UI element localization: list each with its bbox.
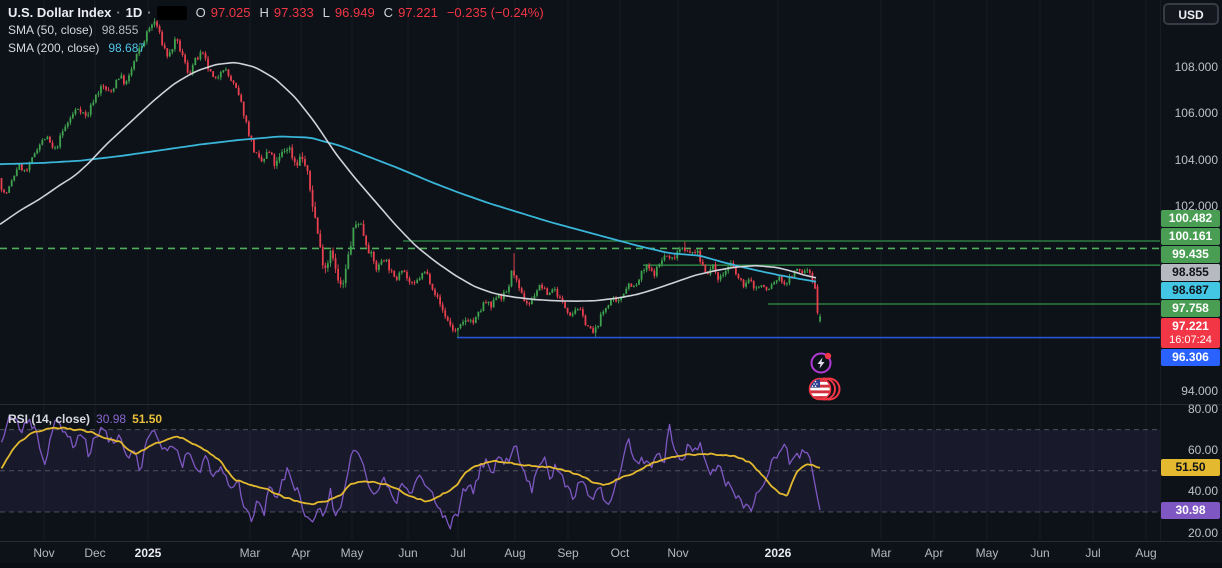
sma200-line[interactable] <box>0 135 817 283</box>
price-change: −0.235 (−0.24%) <box>446 5 544 20</box>
rsi-ma-value: 51.50 <box>132 412 163 426</box>
close-value: 97.221 <box>398 5 438 20</box>
sma50-label: SMA (50, close) <box>8 23 93 37</box>
price-tick: 104.000 <box>1174 152 1218 167</box>
x-axis-month-label: Sep <box>557 546 579 560</box>
separator-dot: · <box>116 5 121 20</box>
sma200-label: SMA (200, close) <box>8 41 100 55</box>
lightning-event-icon[interactable] <box>810 352 832 374</box>
high-label: H <box>259 5 269 20</box>
rsi-line[interactable] <box>0 415 821 530</box>
rsi-ma-line[interactable] <box>0 426 821 506</box>
x-axis-month-label: Nov <box>33 546 55 560</box>
rsi-tick: 60.00 <box>1187 443 1218 458</box>
high-value: 97.333 <box>273 5 314 20</box>
x-axis-month-label: Jun <box>398 546 418 560</box>
open-label: O <box>195 5 206 20</box>
rsi-value-label: 30.98 <box>1161 501 1220 519</box>
x-axis-year-label: 2025 <box>134 546 162 560</box>
time-axis[interactable]: Nov Dec 2025 Mar Apr May Jun Jul Aug Sep Oct Nov 202… <box>0 541 1222 568</box>
bottom-edge-strip <box>0 563 1222 568</box>
price-level-label: 99.435 <box>1161 246 1220 264</box>
price-tick: 106.000 <box>1174 106 1218 121</box>
price-tick: 108.000 <box>1174 60 1218 74</box>
price-level-label: 96.306 <box>1161 349 1220 367</box>
rsi-tick: 40.00 <box>1187 484 1218 499</box>
sma50-value: 98.855 <box>101 23 139 37</box>
x-axis-year-label: 2026 <box>764 546 792 560</box>
us-flag-events-icon[interactable] <box>808 377 841 401</box>
rsi-tick: 20.00 <box>1187 525 1218 540</box>
price-level-label: 100.161 <box>1161 228 1220 246</box>
rsi-label: RSI (14, close) <box>8 412 91 426</box>
price-level-label: 97.758 <box>1161 300 1220 318</box>
x-axis-month-label: Jul <box>1085 546 1101 560</box>
price-levels <box>0 240 1160 339</box>
x-axis-month-label: Jun <box>1030 546 1050 560</box>
sma50-line[interactable] <box>0 61 817 302</box>
price-tick: 94.000 <box>1181 384 1218 398</box>
candles[interactable] <box>0 18 821 338</box>
currency-button[interactable]: USD <box>1163 3 1219 25</box>
month-gridlines <box>43 0 1147 540</box>
symbol-name[interactable]: U.S. Dollar Index <box>8 5 112 20</box>
rsi-tick: 80.00 <box>1187 402 1218 416</box>
rsi-value: 30.98 <box>96 412 127 426</box>
last-price-label: 97.221 16:07:24 <box>1161 318 1220 349</box>
separator-dot: · <box>147 5 152 20</box>
timeframe[interactable]: 1D <box>125 5 143 20</box>
x-axis-month-label: Mar <box>239 546 261 560</box>
price-scale[interactable]: 108.000 106.000 104.000 102.000 94.000 80.00 6… <box>1160 0 1222 541</box>
rsi-guides <box>0 429 1160 513</box>
sma50-row[interactable]: SMA (50, close) 98.855 <box>8 23 138 37</box>
x-axis-month-label: May <box>975 546 999 560</box>
x-axis-month-label: Oct <box>610 546 630 560</box>
price-level-label: 98.855 <box>1161 264 1220 282</box>
x-axis-month-label: Aug <box>1135 546 1157 560</box>
x-axis-month-label: Jul <box>450 546 466 560</box>
bar-countdown: 16:07:24 <box>1169 334 1212 347</box>
redacted-exchange <box>156 5 187 20</box>
x-axis-month-label: Aug <box>504 546 526 560</box>
open-value: 97.025 <box>210 5 251 20</box>
x-axis-month-label: Dec <box>84 546 106 560</box>
sma200-row[interactable]: SMA (200, close) 98.687 <box>8 41 145 55</box>
close-label: C <box>383 5 394 20</box>
low-value: 96.949 <box>334 5 375 20</box>
price-level-label: 100.482 <box>1161 210 1220 228</box>
sma200-value: 98.687 <box>108 41 146 55</box>
x-axis-month-label: Mar <box>870 546 892 560</box>
x-axis-month-label: Apr <box>291 546 311 560</box>
price-tick: 102.000 <box>1174 198 1218 213</box>
x-axis-month-label: Nov <box>667 546 689 560</box>
price-level-label: 98.687 <box>1161 282 1220 300</box>
rsi-row[interactable]: RSI (14, close) 30.98 51.50 <box>8 412 162 426</box>
symbol-header: U.S. Dollar Index · 1D · O 97.025 H 97.333… <box>8 5 544 20</box>
low-label: L <box>322 5 330 20</box>
x-axis-month-label: May <box>340 546 364 560</box>
x-axis-month-label: Apr <box>924 546 944 560</box>
rsi-ma-label: 51.50 <box>1161 459 1220 477</box>
